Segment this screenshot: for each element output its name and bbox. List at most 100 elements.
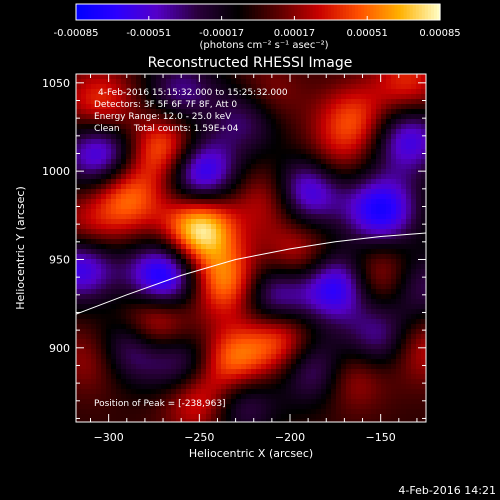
heatmap-cell xyxy=(156,414,162,420)
heatmap-cell xyxy=(286,184,292,190)
heatmap-cell xyxy=(76,109,82,115)
heatmap-cell xyxy=(106,219,112,225)
heatmap-cell xyxy=(361,154,367,160)
heatmap-cell xyxy=(391,219,397,225)
heatmap-cell xyxy=(191,214,197,220)
heatmap-cell xyxy=(196,419,202,422)
heatmap-cell xyxy=(76,369,82,375)
heatmap-cell xyxy=(406,329,412,335)
heatmap-cell xyxy=(181,229,187,235)
heatmap-cell xyxy=(331,124,337,130)
heatmap-cell xyxy=(106,274,112,280)
heatmap-cell xyxy=(306,229,312,235)
heatmap-cell xyxy=(226,274,232,280)
heatmap-cell xyxy=(151,219,157,225)
heatmap-cell xyxy=(256,149,262,155)
heatmap-cell xyxy=(296,249,302,255)
heatmap-cell xyxy=(311,274,317,280)
heatmap-cell xyxy=(206,394,212,400)
heatmap-cell xyxy=(306,309,312,315)
heatmap-cell xyxy=(186,194,192,200)
heatmap-cell xyxy=(76,294,82,300)
heatmap-cell xyxy=(146,419,152,422)
heatmap-cell xyxy=(411,174,417,180)
heatmap-cell xyxy=(386,174,392,180)
heatmap-cell xyxy=(221,389,227,395)
heatmap-cell xyxy=(341,309,347,315)
heatmap-cell xyxy=(371,359,377,365)
heatmap-cell xyxy=(101,149,107,155)
heatmap-cell xyxy=(126,229,132,235)
heatmap-cell xyxy=(241,154,247,160)
heatmap-cell xyxy=(351,254,357,260)
heatmap-cell xyxy=(286,254,292,260)
heatmap-cell xyxy=(151,339,157,345)
heatmap-cell xyxy=(161,164,167,170)
heatmap-cell xyxy=(371,394,377,400)
heatmap-cell xyxy=(181,319,187,325)
heatmap-cell xyxy=(246,124,252,130)
heatmap-cell xyxy=(331,134,337,140)
heatmap-cell xyxy=(136,144,142,150)
heatmap-cell xyxy=(371,74,377,80)
heatmap-cell xyxy=(371,269,377,275)
heatmap-cell xyxy=(411,234,417,240)
heatmap-cell xyxy=(371,319,377,325)
heatmap-cell xyxy=(201,94,207,100)
heatmap-cell xyxy=(181,129,187,135)
heatmap-cell xyxy=(386,384,392,390)
heatmap-cell xyxy=(306,389,312,395)
heatmap-cell xyxy=(396,389,402,395)
heatmap-cell xyxy=(396,359,402,365)
heatmap-cell xyxy=(116,109,122,115)
heatmap-cell xyxy=(361,279,367,285)
colorbar-segment xyxy=(239,4,244,20)
heatmap-cell xyxy=(131,369,137,375)
heatmap-cell xyxy=(241,384,247,390)
heatmap-cell xyxy=(196,164,202,170)
heatmap-cell xyxy=(86,169,92,175)
heatmap-cell xyxy=(231,179,237,185)
heatmap-cell xyxy=(296,379,302,385)
heatmap-cell xyxy=(376,109,382,115)
heatmap-cell xyxy=(286,94,292,100)
heatmap-cell xyxy=(381,159,387,165)
heatmap-cell xyxy=(171,139,177,145)
heatmap-cell xyxy=(351,364,357,370)
heatmap-cell xyxy=(91,224,97,230)
heatmap-cell xyxy=(241,119,247,125)
heatmap-cell xyxy=(376,274,382,280)
heatmap-cell xyxy=(171,189,177,195)
heatmap-cell xyxy=(326,119,332,125)
heatmap-cell xyxy=(151,189,157,195)
heatmap-cell xyxy=(131,254,137,260)
heatmap-cell xyxy=(176,284,182,290)
heatmap-cell xyxy=(251,304,257,310)
heatmap-cell xyxy=(391,289,397,295)
heatmap-cell xyxy=(111,369,117,375)
heatmap-cell xyxy=(166,374,172,380)
heatmap-cell xyxy=(111,114,117,120)
colorbar-segment xyxy=(294,4,299,20)
heatmap-cell xyxy=(321,214,327,220)
heatmap-cell xyxy=(356,394,362,400)
heatmap-cell xyxy=(276,229,282,235)
heatmap-cell xyxy=(81,124,87,130)
heatmap-cell xyxy=(216,309,222,315)
heatmap-cell xyxy=(156,174,162,180)
heatmap-cell xyxy=(236,254,242,260)
heatmap-cell xyxy=(216,289,222,295)
heatmap-cell xyxy=(261,394,267,400)
heatmap-cell xyxy=(291,354,297,360)
heatmap-cell xyxy=(201,399,207,405)
heatmap-cell xyxy=(141,354,147,360)
heatmap-cell xyxy=(416,159,422,165)
heatmap-cell xyxy=(191,134,197,140)
heatmap-cell xyxy=(106,309,112,315)
heatmap-cell xyxy=(386,179,392,185)
heatmap-cell xyxy=(251,299,257,305)
heatmap-cell xyxy=(121,239,127,245)
heatmap-cell xyxy=(356,129,362,135)
heatmap-cell xyxy=(91,284,97,290)
heatmap-cell xyxy=(256,294,262,300)
